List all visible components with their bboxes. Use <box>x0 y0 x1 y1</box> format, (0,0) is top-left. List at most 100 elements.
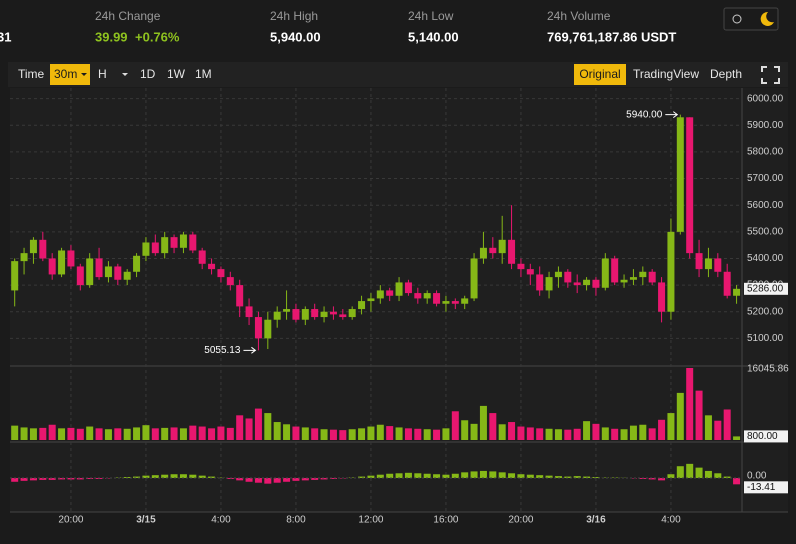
macd-bar <box>667 474 675 478</box>
volume-bar <box>433 429 441 440</box>
candle-body <box>733 288 741 296</box>
volume-bar <box>329 429 337 440</box>
volume-bar <box>161 427 169 440</box>
interval-button[interactable]: 1M <box>195 67 212 81</box>
candle-body <box>676 117 684 232</box>
stat-label: 24h Low <box>408 9 454 23</box>
macd-bar <box>526 474 534 478</box>
candle-body <box>104 266 112 278</box>
macd-bar <box>508 473 516 478</box>
volume-bar <box>95 428 103 440</box>
candle-body <box>686 117 694 254</box>
macd-bar <box>386 473 394 478</box>
caret <box>81 73 87 76</box>
macd-bar <box>695 467 703 478</box>
interval-button[interactable]: 1W <box>167 67 186 81</box>
candle-body <box>311 309 319 318</box>
y-tick-label: 5900.00 <box>747 120 784 131</box>
stat-value: 769,761,187.86 USDT <box>547 29 676 44</box>
macd-bar <box>170 474 178 478</box>
candle-body <box>526 269 534 275</box>
macd-bar <box>254 478 262 483</box>
macd-tick-label: 0.00 <box>747 471 767 482</box>
view-button[interactable]: Original <box>579 67 620 81</box>
candle-body <box>695 253 703 270</box>
macd-bar <box>76 478 84 480</box>
candle-body <box>620 279 628 283</box>
volume-bar <box>170 427 178 440</box>
fullscreen-icon[interactable] <box>761 66 780 84</box>
toolbar <box>8 62 788 87</box>
last-price-box <box>744 282 788 295</box>
candle-body <box>142 242 150 256</box>
macd-bar <box>498 472 506 478</box>
volume-bar <box>133 427 141 440</box>
volume-bar <box>198 426 206 440</box>
interval-button[interactable]: H <box>98 67 107 81</box>
macd-bar <box>151 475 159 478</box>
volume-bar <box>367 426 375 440</box>
volume-bar <box>583 421 591 440</box>
interval-button[interactable]: 30m <box>54 67 77 81</box>
candle-body <box>704 258 712 270</box>
volume-bar <box>283 424 291 440</box>
candle-body <box>545 277 553 291</box>
macd-bar <box>58 478 66 480</box>
annotation-arrow <box>243 346 257 354</box>
candle-body <box>170 237 178 248</box>
volume-bar <box>76 428 84 440</box>
fullscreen-glyph <box>761 66 780 84</box>
macd-bar <box>583 476 591 478</box>
candle-body <box>76 266 84 286</box>
candle-body <box>498 239 506 254</box>
candle-body <box>629 277 637 280</box>
volume-bar <box>11 425 19 440</box>
candle-body <box>583 279 591 286</box>
macd-bar <box>320 478 328 480</box>
volume-bar <box>114 428 122 440</box>
volume-bar <box>151 428 159 440</box>
candle-body <box>114 266 122 280</box>
macd-bar <box>208 476 216 478</box>
interval-button[interactable]: Time <box>18 67 45 81</box>
view-button[interactable]: Depth <box>710 67 742 81</box>
macd-bar <box>686 463 694 478</box>
macd-bar <box>723 476 731 478</box>
macd-bar <box>573 476 581 478</box>
volume-tick-label: 16045.86 <box>747 364 789 375</box>
macd-bar <box>39 478 47 480</box>
volume-bar <box>545 428 553 440</box>
theme-toggle[interactable] <box>723 7 779 31</box>
active-button <box>574 64 626 85</box>
candle-body <box>29 239 37 254</box>
candle-body <box>20 253 28 262</box>
volume-bar <box>264 413 272 440</box>
x-tick-label: 3/16 <box>586 515 606 526</box>
volume-bar <box>414 428 422 440</box>
candle-body <box>723 271 731 296</box>
view-button[interactable]: TradingView <box>633 67 699 81</box>
candle-body <box>554 271 562 278</box>
candle-body <box>404 282 412 294</box>
candle-body <box>433 293 441 304</box>
macd-bar <box>29 478 37 481</box>
macd-bar <box>283 478 291 482</box>
macd-bar <box>264 478 272 484</box>
interval-button[interactable]: 1D <box>140 67 156 81</box>
candle-body <box>479 247 487 259</box>
volume-bar <box>273 422 281 440</box>
candle-body <box>358 301 366 310</box>
candle-body <box>48 258 56 275</box>
stat-value: 5,140.00 <box>408 29 459 44</box>
x-tick-label: 3/15 <box>136 515 156 526</box>
candle-body <box>470 258 478 299</box>
volume-bar <box>639 424 647 440</box>
x-tick-label: 8:00 <box>286 515 306 526</box>
stat-label: 24h Change <box>95 9 161 23</box>
macd-bar <box>376 474 384 478</box>
volume-bar <box>648 428 656 440</box>
volume-bar <box>301 427 309 440</box>
candle-body <box>292 309 300 320</box>
volume-bar <box>86 426 94 440</box>
